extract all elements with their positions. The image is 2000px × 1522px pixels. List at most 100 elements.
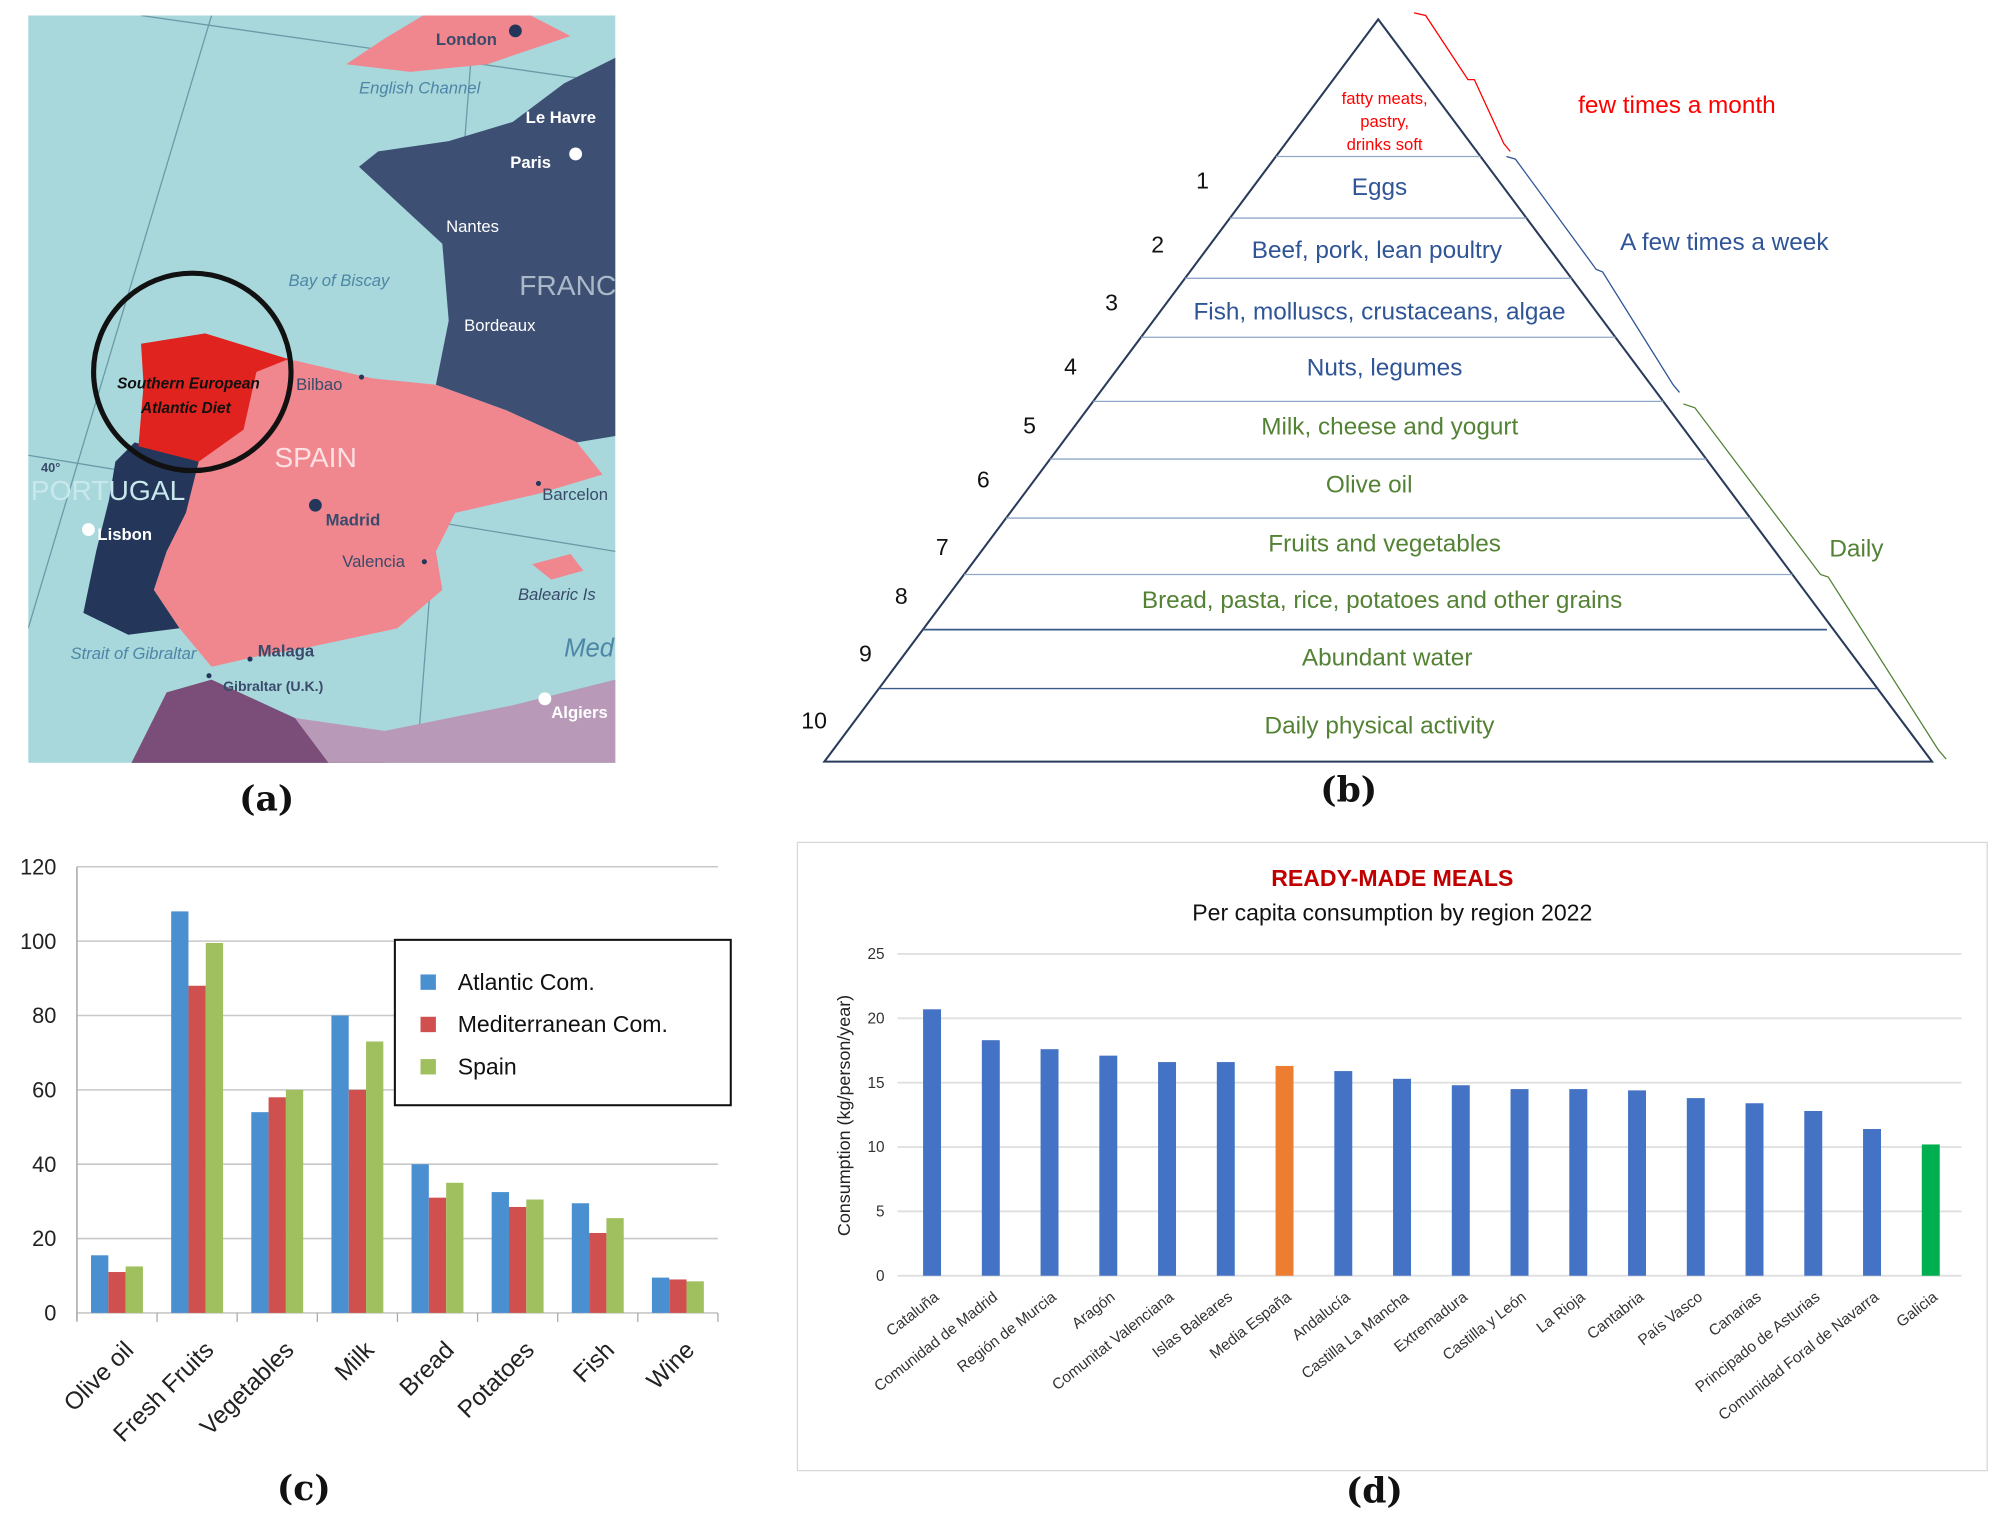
label-english-channel: English Channel — [359, 79, 482, 98]
city-dots — [82, 24, 583, 706]
y-tick-label: 100 — [20, 929, 56, 954]
label-malaga: Malaga — [258, 642, 315, 661]
pyramid-level-label: Daily physical activity — [1264, 712, 1495, 739]
y-tick-label: 60 — [32, 1078, 56, 1103]
bar-cataluña — [923, 1009, 942, 1276]
label-nantes: Nantes — [446, 217, 499, 236]
label-strait: Strait of Gibraltar — [71, 644, 198, 663]
label-bordeaux: Bordeaux — [464, 316, 536, 335]
pyramid-level-number: 6 — [977, 466, 990, 492]
bar-cantabria — [1628, 1090, 1647, 1276]
legend-label: Atlantic Com. — [458, 969, 595, 995]
label-algiers: Algiers — [551, 703, 607, 722]
bar-canarias — [1745, 1103, 1764, 1276]
x-tick-label: Fish — [568, 1337, 620, 1389]
freq-daily: Daily — [1829, 536, 1884, 563]
bar-extremadura — [1451, 1085, 1470, 1276]
highlight-label-line2: Atlantic Diet — [140, 400, 232, 417]
top-line-1: fatty meats, — [1342, 89, 1428, 108]
legend — [393, 938, 732, 1107]
bar-aragón — [1099, 1055, 1118, 1276]
freq-week: A few times a week — [1620, 229, 1829, 256]
y-tick-label: 10 — [868, 1139, 885, 1156]
bar-spain-bread — [446, 1182, 464, 1313]
bar-comunidad-de-madrid — [981, 1040, 1000, 1276]
label-valencia: Valencia — [342, 552, 405, 571]
bar-principado-de-asturias — [1804, 1110, 1823, 1276]
bar-atlantic-com--potatoes — [491, 1192, 509, 1313]
label-le-havre: Le Havre — [526, 108, 596, 127]
bar-spain-fresh-fruits — [205, 942, 224, 1313]
y-tick-label: 25 — [868, 946, 885, 963]
bar-atlantic-com--olive-oil — [91, 1255, 109, 1313]
bar-spain-olive-oil — [125, 1266, 143, 1313]
bar-atlantic-com--bread — [411, 1164, 429, 1313]
legend-label: Spain — [458, 1053, 517, 1079]
label-london: London — [436, 30, 497, 49]
highlight-circle — [91, 270, 294, 474]
panel-label-c: (c) — [277, 1469, 331, 1509]
bar-media-españa — [1275, 1065, 1294, 1276]
spain — [141, 336, 603, 667]
bar-mediterranean-com--olive-oil — [108, 1272, 126, 1313]
label-portugal: PORTUGAL — [31, 474, 186, 506]
y-tick-label: 0 — [44, 1301, 56, 1326]
label-latitude: 40° — [41, 460, 60, 475]
bracket-month — [1413, 12, 1511, 152]
label-lisbon: Lisbon — [97, 525, 152, 544]
bar-la-rioja — [1569, 1089, 1588, 1276]
y-tick-label: 20 — [868, 1010, 885, 1027]
galicia-highlight — [138, 333, 289, 462]
label-bilbao: Bilbao — [296, 375, 342, 394]
bar-atlantic-com--fresh-fruits — [171, 911, 189, 1313]
x-tick-label: Bread — [395, 1337, 460, 1402]
bar-comunidad-foral-de-navarra — [1863, 1129, 1881, 1276]
label-mediterranean: Med — [564, 635, 615, 663]
label-france: FRANC — [519, 269, 616, 301]
bar-spain-vegetables — [285, 1089, 304, 1313]
pyramid-level-number: 10 — [801, 707, 827, 733]
pyramid-level-label: Olive oil — [1326, 471, 1413, 498]
algeria — [294, 679, 616, 763]
bar-spain-milk — [366, 1041, 384, 1313]
bar-mediterranean-com--milk — [348, 1089, 367, 1313]
legend-label: Mediterranean Com. — [458, 1011, 668, 1037]
y-tick-label: 120 — [20, 854, 56, 879]
top-line-2: pastry, — [1360, 112, 1409, 131]
map-panel: Southern European Atlantic Diet London E… — [28, 15, 616, 763]
pyramid-level-label: Nuts, legumes — [1307, 355, 1463, 382]
bar-país-vasco — [1686, 1098, 1705, 1276]
bar-andalucía — [1334, 1071, 1353, 1276]
label-barcelona: Barcelon — [542, 485, 608, 504]
bar-atlantic-com--fish — [571, 1203, 590, 1313]
y-tick-label: 0 — [876, 1268, 885, 1285]
pyramid-level-label: Bread, pasta, rice, potatoes and other g… — [1142, 587, 1622, 614]
highlight-label-line1: Southern European — [117, 376, 260, 393]
pyramid-level-number: 5 — [1023, 412, 1036, 438]
label-madrid: Madrid — [326, 511, 381, 530]
france — [358, 57, 616, 443]
top-line-3: drinks soft — [1347, 135, 1423, 154]
panel-label-a: (a) — [239, 779, 294, 819]
x-tick-label: Potatoes — [453, 1337, 540, 1424]
portugal — [83, 442, 199, 635]
chart-d-subtitle: Per capita consumption by region 2022 — [1192, 900, 1592, 926]
pyramid-level-number: 7 — [936, 534, 949, 560]
balearic-islands — [532, 553, 584, 580]
y-tick-label: 5 — [876, 1204, 885, 1221]
freq-month: few times a month — [1578, 92, 1776, 119]
bar-región-de-murcia — [1040, 1049, 1059, 1276]
bar-atlantic-com--milk — [331, 1015, 349, 1313]
bar-spain-fish — [606, 1218, 624, 1313]
chart-d-title: READY-MADE MEALS — [1271, 865, 1513, 891]
bar-spain-potatoes — [526, 1199, 544, 1313]
panel-label-d: (d) — [1346, 1472, 1403, 1512]
bar-galicia — [1921, 1144, 1940, 1276]
chart-d-ylabel: Consumption (kg/person/year) — [834, 995, 854, 1236]
panel-label-b: (b) — [1320, 770, 1377, 810]
label-paris: Paris — [510, 153, 551, 172]
y-tick-label: 20 — [32, 1226, 56, 1251]
pyramid-level-number: 2 — [1151, 232, 1164, 258]
